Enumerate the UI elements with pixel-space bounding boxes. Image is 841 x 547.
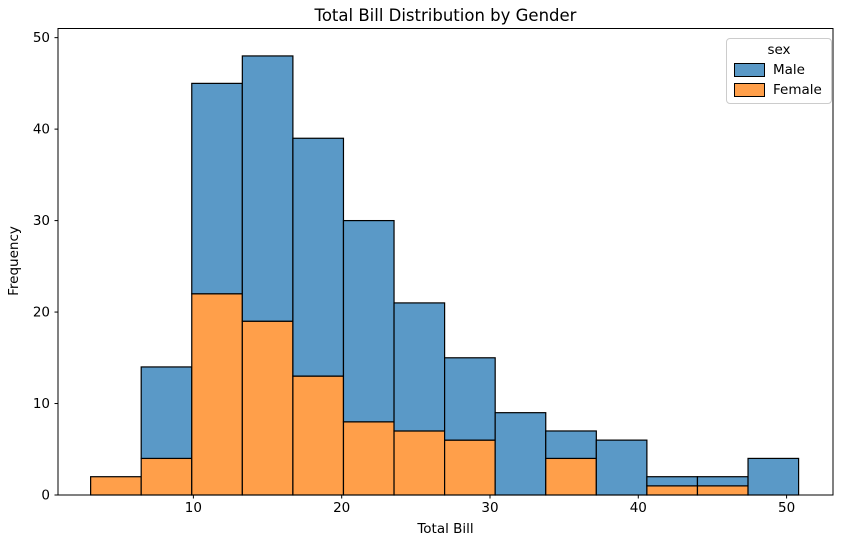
legend-label-female: Female xyxy=(773,82,822,98)
histogram-bar-male xyxy=(646,476,699,487)
histogram-bar-female xyxy=(90,476,142,496)
histogram-bar-female xyxy=(191,293,243,496)
histogram-bar-male xyxy=(747,457,800,496)
histogram-bar-female xyxy=(342,421,395,496)
x-tick-label: 10 xyxy=(185,500,202,516)
legend-label-male: Male xyxy=(773,62,805,78)
legend-item-male: Male xyxy=(734,60,824,80)
y-tick-label: 20 xyxy=(33,305,50,321)
chart-title: Total Bill Distribution by Gender xyxy=(314,6,577,25)
y-tick-label: 30 xyxy=(33,213,50,229)
histogram-bar-female xyxy=(393,430,446,496)
x-tick-label: 40 xyxy=(630,500,647,516)
histogram-bar-male xyxy=(444,357,496,441)
y-axis-label: Frequency xyxy=(6,226,22,296)
x-tick-label: 20 xyxy=(333,500,350,516)
histogram-bar-female xyxy=(646,485,699,496)
legend-title: sex xyxy=(767,42,791,58)
histogram-bar-male xyxy=(393,302,446,432)
histogram-bar-female xyxy=(696,485,749,496)
histogram-bar-male xyxy=(595,439,648,496)
histogram-bar-female xyxy=(140,457,193,496)
histogram-bar-female xyxy=(292,375,345,496)
x-tick-label: 50 xyxy=(778,500,795,516)
y-tick-label: 50 xyxy=(33,30,50,46)
legend-box: sex Male Female xyxy=(726,38,832,104)
histogram-bar-female xyxy=(545,457,597,496)
legend-swatch-female xyxy=(734,83,765,97)
legend-swatch-male xyxy=(734,63,765,77)
legend-item-female: Female xyxy=(734,80,824,100)
histogram-bar-male xyxy=(342,219,395,423)
y-tick-label: 40 xyxy=(33,122,50,138)
histogram-bar-male xyxy=(696,476,749,487)
histogram-bar-male xyxy=(241,55,294,322)
histogram-bar-male xyxy=(191,82,243,295)
x-axis-label: Total Bill xyxy=(417,521,474,537)
axes-spines xyxy=(57,28,834,496)
y-tick-label: 0 xyxy=(41,488,50,504)
x-tick-label: 30 xyxy=(481,500,498,516)
histogram-bar-female xyxy=(241,320,294,496)
histogram-bar-female xyxy=(444,439,496,496)
histogram-bar-male xyxy=(140,366,193,460)
legend-items: Male Female xyxy=(734,60,824,100)
histogram-bar-male xyxy=(545,430,597,460)
histogram-bar-male xyxy=(292,137,345,377)
histogram-bar-male xyxy=(494,412,547,496)
y-tick-label: 10 xyxy=(33,396,50,412)
